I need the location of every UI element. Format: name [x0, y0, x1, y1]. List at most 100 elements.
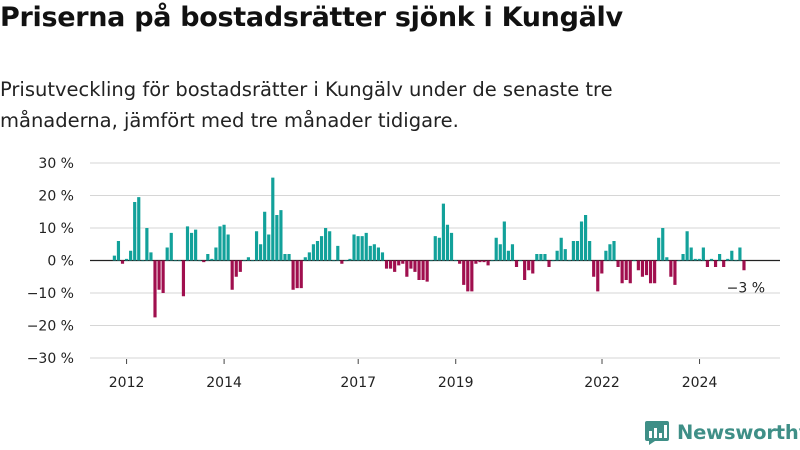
bar: [514, 260, 519, 267]
bar: [535, 254, 539, 261]
bar: [628, 260, 632, 284]
bar: [592, 260, 596, 277]
bar: [344, 260, 348, 262]
y-tick-label: 20 %: [38, 189, 74, 205]
bar: [527, 260, 531, 271]
bar: [486, 260, 490, 266]
bar: [129, 250, 133, 261]
bar: [555, 250, 559, 261]
bar: [466, 260, 470, 292]
bar: [648, 260, 653, 284]
bar: [693, 258, 697, 261]
bar: [336, 245, 340, 261]
bar: [311, 244, 315, 261]
bar: [653, 260, 657, 284]
bar: [563, 249, 567, 261]
bar: [701, 247, 705, 261]
bar: [218, 226, 222, 261]
bar: [413, 260, 417, 272]
bar: [677, 260, 681, 262]
chart-title: Priserna på bostadsrätter sjönk i Kungäl…: [0, 2, 623, 33]
bar: [133, 202, 137, 261]
x-tick-label: 2024: [682, 375, 718, 391]
y-tick-label: −20 %: [27, 319, 74, 335]
bar: [506, 250, 510, 261]
bar: [429, 260, 433, 262]
bar: [299, 260, 303, 289]
bar: [389, 260, 393, 269]
bar: [421, 260, 425, 280]
bar: [417, 260, 421, 280]
bar: [271, 177, 275, 261]
bar: [470, 260, 474, 292]
bar: [202, 260, 206, 263]
bars: [112, 177, 746, 318]
y-tick-label: −10 %: [27, 286, 74, 302]
bar: [198, 260, 202, 262]
bar: [340, 260, 344, 264]
bar: [454, 260, 458, 262]
bar: [604, 250, 608, 261]
bar: [206, 254, 210, 261]
bar: [222, 224, 226, 261]
bar: [234, 260, 238, 277]
bar: [441, 203, 445, 261]
bar: [571, 241, 575, 261]
bar: [409, 260, 413, 269]
bar: [705, 260, 710, 267]
bar: [372, 244, 376, 261]
bar: [263, 211, 267, 261]
bar: [685, 231, 689, 261]
x-tick-label: 2012: [109, 375, 145, 391]
bar: [116, 241, 121, 261]
annotations: −3 %: [727, 280, 765, 296]
bar: [519, 260, 523, 262]
bar: [287, 254, 291, 261]
bar: [673, 260, 677, 285]
bar: [210, 258, 214, 261]
bar: [559, 237, 563, 261]
brand-name: Newsworthy: [677, 420, 800, 444]
bar: [588, 241, 592, 261]
bar: [531, 260, 535, 274]
bar: [596, 260, 600, 292]
bar: [722, 260, 726, 267]
bar: [425, 260, 429, 282]
bar: [332, 260, 336, 262]
bar: [250, 260, 255, 262]
bar: [226, 234, 230, 261]
bar: [137, 197, 141, 261]
bar: [523, 260, 527, 280]
bar: [230, 260, 234, 290]
bar: [295, 260, 299, 289]
bar: [612, 241, 616, 261]
bar: [644, 260, 649, 276]
bar: [189, 232, 194, 261]
bar: [726, 258, 730, 261]
bar: [462, 260, 466, 285]
bar: [238, 260, 242, 272]
bar: [632, 260, 636, 262]
bar: [742, 260, 746, 271]
bar: [494, 237, 498, 261]
bar: [624, 260, 628, 280]
bar: [730, 250, 734, 261]
bar: [380, 252, 385, 261]
bar: [254, 231, 259, 261]
bar: [636, 260, 640, 271]
bar: [681, 254, 685, 261]
bar: [600, 260, 604, 274]
bar: [709, 258, 714, 261]
bar: [368, 245, 372, 261]
chart-subtitle: Prisutveckling för bostadsrätter i Kungä…: [0, 78, 613, 132]
bar: [291, 260, 295, 290]
bar: [181, 260, 186, 297]
bar: [401, 260, 405, 264]
bar: [145, 228, 149, 261]
bar: [376, 247, 380, 261]
bar: [551, 260, 555, 262]
y-tick-label: 0 %: [47, 254, 74, 270]
bar: [458, 260, 462, 264]
bar: [433, 236, 437, 261]
bar: [315, 241, 320, 261]
